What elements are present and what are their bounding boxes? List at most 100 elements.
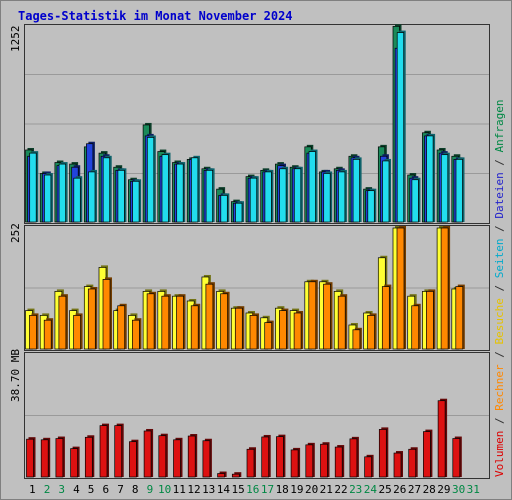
bar-volumen: [364, 456, 372, 478]
legend-item: Anfragen: [493, 99, 506, 152]
x-tick-label: 23: [349, 483, 362, 496]
bar-rechner: [205, 283, 214, 350]
x-tick-label: 17: [261, 483, 274, 496]
bar-seiten: [29, 152, 37, 223]
x-tick-label: 6: [102, 483, 109, 496]
x-tick-label: 12: [187, 483, 200, 496]
bar-seiten: [191, 157, 199, 223]
bar-rechner: [411, 305, 420, 350]
x-tick-label: 7: [117, 483, 124, 496]
bar-volumen: [143, 430, 152, 478]
x-tick-label: 8: [132, 483, 139, 496]
bar-rechner: [29, 315, 37, 350]
bar-rechner: [381, 286, 390, 350]
bar-rechner: [176, 295, 184, 350]
bar-volumen: [114, 425, 123, 478]
bar-seiten: [396, 32, 405, 223]
x-tick-label: 22: [334, 483, 347, 496]
bar-volumen: [437, 400, 446, 478]
bar-rechner: [73, 315, 81, 350]
legend-item: Dateien: [493, 172, 506, 218]
x-tick-label: 31: [467, 483, 480, 496]
bar-volumen: [378, 429, 387, 478]
bar-volumen: [187, 435, 196, 478]
x-tick-label: 11: [173, 483, 186, 496]
bar-rechner: [323, 283, 331, 350]
bar-volumen: [40, 439, 49, 478]
x-tick-label: 19: [290, 483, 303, 496]
x-tick-label: 14: [217, 483, 231, 496]
bar-volumen: [276, 436, 284, 478]
bar-rechner: [352, 329, 361, 350]
bar-volumen: [84, 436, 93, 478]
legend-item: Volumen: [493, 431, 506, 477]
x-tick-label: 5: [88, 483, 95, 496]
bar-volumen: [393, 452, 402, 478]
bar-seiten: [44, 174, 52, 223]
bar-rechner: [337, 295, 346, 350]
bar-volumen: [26, 438, 34, 478]
bar-rechner: [220, 293, 228, 350]
bars-volume: [26, 398, 462, 478]
x-tick-label: 24: [364, 483, 378, 496]
bar-seiten: [367, 190, 375, 223]
bar-volumen: [231, 473, 240, 478]
right-legend: Volumen / Rechner / Besuche / Seiten / D…: [493, 99, 506, 477]
bar-seiten: [279, 168, 287, 223]
x-tick-label: 28: [423, 483, 436, 496]
bar-seiten: [440, 154, 449, 223]
bar-seiten: [205, 169, 213, 223]
bar-volumen: [334, 446, 343, 478]
bar-seiten: [58, 163, 66, 223]
x-axis-labels: 1 2 3 4 5 6 7 8 9 10 11 12 13 14 15 16 17 18 19 20 21 22 23 24 2…: [29, 483, 480, 496]
bar-seiten: [102, 157, 111, 223]
bar-rechner: [58, 295, 67, 350]
bar-seiten: [161, 154, 169, 223]
bars-visits: [25, 226, 465, 350]
bar-rechner: [455, 286, 464, 350]
bar-rechner: [102, 279, 111, 350]
bar-seiten: [352, 159, 360, 223]
bar-rechner: [293, 312, 302, 350]
bar-rechner: [308, 281, 317, 350]
legend-item: Rechner: [493, 364, 506, 411]
legend-item: /: [493, 345, 506, 365]
bar-rechner: [426, 291, 434, 350]
bar-seiten: [264, 171, 272, 223]
bar-seiten: [382, 160, 390, 223]
bar-volumen: [55, 438, 64, 478]
bars-requests: [25, 24, 465, 223]
bar-seiten: [235, 202, 243, 223]
x-tick-label: 29: [437, 483, 450, 496]
bar-volumen: [129, 441, 137, 478]
chart-title: Tages-Statistik im Monat November 2024: [18, 9, 293, 23]
x-tick-label: 20: [305, 483, 318, 496]
bar-volumen: [202, 440, 211, 478]
mid-max-label: 252: [9, 223, 22, 243]
bar-rechner: [396, 227, 405, 350]
top-max-label: 1252: [9, 26, 22, 53]
bar-volumen: [261, 436, 270, 478]
x-tick-label: 18: [276, 483, 289, 496]
bar-seiten: [132, 180, 140, 223]
bot-max-label: 38.70 MB: [9, 349, 22, 402]
bar-rechner: [43, 319, 52, 350]
bar-volumen: [290, 449, 299, 478]
bar-rechner: [249, 315, 258, 350]
bar-seiten: [411, 179, 419, 223]
x-tick-label: 30: [452, 483, 465, 496]
bar-volumen: [246, 448, 255, 478]
bar-seiten: [176, 163, 184, 223]
bar-seiten: [455, 159, 463, 223]
bar-seiten: [73, 177, 81, 223]
bar-volumen: [452, 438, 461, 478]
legend-item: /: [493, 152, 506, 172]
bar-volumen: [99, 425, 108, 478]
bar-volumen: [217, 473, 225, 478]
bar-rechner: [279, 310, 287, 350]
x-tick-label: 21: [320, 483, 333, 496]
legend-item: /: [493, 219, 506, 239]
x-tick-label: 2: [44, 483, 51, 496]
